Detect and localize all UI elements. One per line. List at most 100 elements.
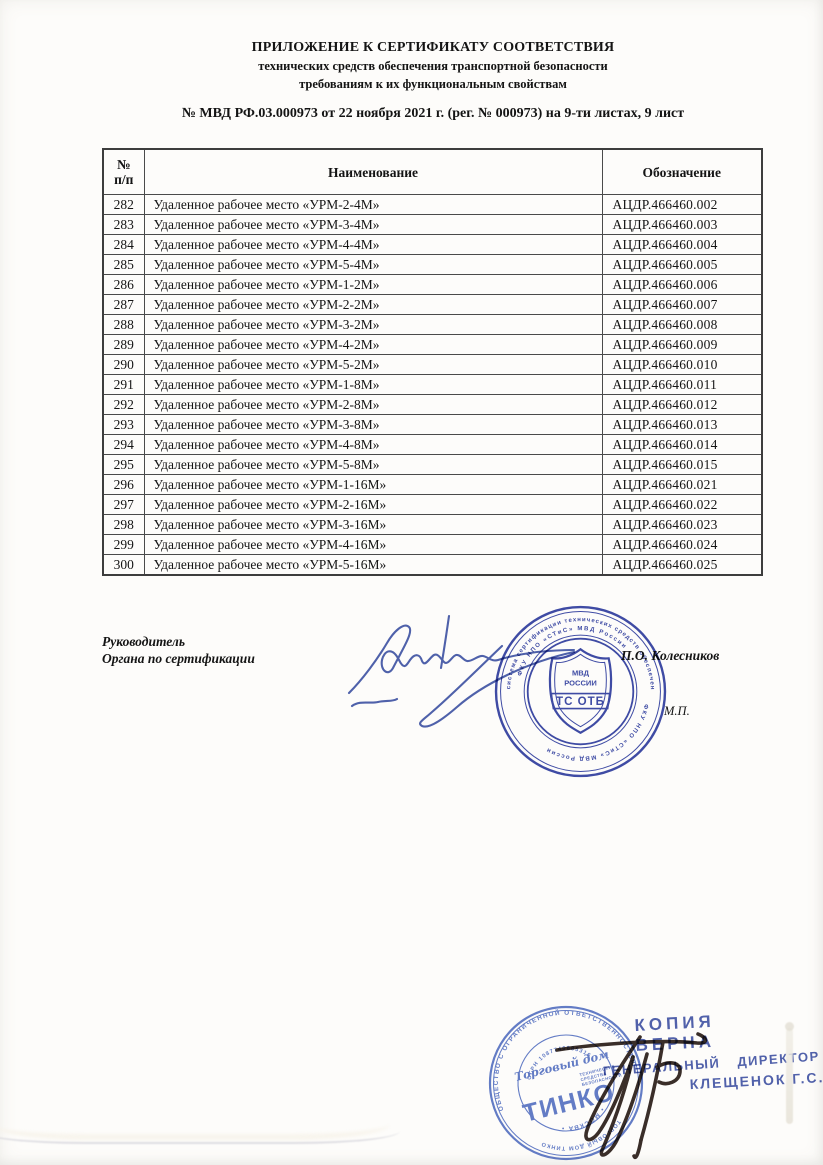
column-header-num-line2: п/п xyxy=(114,172,134,187)
row-designation-cell: АЦДР.466460.004 xyxy=(601,234,763,255)
tinko-logo-sub2: СРЕДСТВА xyxy=(580,1071,607,1082)
certifier-role-label: Руководитель Органа по сертификации xyxy=(102,633,255,667)
row-designation-cell: АЦДР.466460.008 xyxy=(601,314,763,335)
row-designation-cell: АЦДР.466460.023 xyxy=(601,514,763,535)
table-row: 298 Удаленное рабочее место «УРМ-3-16М» … xyxy=(102,514,763,535)
row-designation-cell: АЦДР.466460.021 xyxy=(601,474,763,495)
table-row: 293 Удаленное рабочее место «УРМ-3-8М» А… xyxy=(102,414,763,435)
table-row: 288 Удаленное рабочее место «УРМ-3-2М» А… xyxy=(102,314,763,335)
row-number-cell: 285 xyxy=(102,254,145,275)
row-number-cell: 293 xyxy=(102,414,145,435)
mvd-shield-mid-text: РОССИИ xyxy=(564,678,597,687)
row-designation-cell: АЦДР.466460.005 xyxy=(601,254,763,275)
row-name-cell: Удаленное рабочее место «УРМ-5-2М» xyxy=(143,354,603,375)
row-name-cell: Удаленное рабочее место «УРМ-5-16М» xyxy=(143,554,603,576)
row-designation-cell: АЦДР.466460.003 xyxy=(601,214,763,235)
mvd-shield-icon: МВД РОССИИ ТС ОТБ xyxy=(548,647,613,734)
table-row: 285 Удаленное рабочее место «УРМ-5-4М» А… xyxy=(102,254,763,275)
row-name-cell: Удаленное рабочее место «УРМ-3-16М» xyxy=(143,514,603,535)
table-row: 300 Удаленное рабочее место «УРМ-5-16М» … xyxy=(102,554,763,576)
table-row: 287 Удаленное рабочее место «УРМ-2-2М» А… xyxy=(102,294,763,315)
column-header-num: № п/п xyxy=(102,148,145,195)
row-designation-cell: АЦДР.466460.010 xyxy=(601,354,763,375)
row-number-cell: 286 xyxy=(102,274,145,295)
table-row: 296 Удаленное рабочее место «УРМ-1-16М» … xyxy=(102,474,763,495)
row-number-cell: 284 xyxy=(102,234,145,255)
row-number-cell: 289 xyxy=(102,334,145,355)
table-row: 292 Удаленное рабочее место «УРМ-2-8М» А… xyxy=(102,394,763,415)
table-row: 284 Удаленное рабочее место «УРМ-4-4М» А… xyxy=(102,234,763,255)
row-name-cell: Удаленное рабочее место «УРМ-1-8М» xyxy=(143,374,603,395)
title-line-3: требованиям к их функциональным свойства… xyxy=(299,77,567,91)
handwritten-signature-dark xyxy=(555,1032,708,1159)
row-name-cell: Удаленное рабочее место «УРМ-3-4М» xyxy=(143,214,603,235)
row-number-cell: 294 xyxy=(102,434,145,455)
row-designation-cell: АЦДР.466460.013 xyxy=(601,414,763,435)
table-row: 291 Удаленное рабочее место «УРМ-1-8М» А… xyxy=(102,374,763,395)
row-designation-cell: АЦДР.466460.009 xyxy=(601,334,763,355)
row-number-cell: 283 xyxy=(102,214,145,235)
seal-place-mark: М.П. xyxy=(664,704,690,718)
row-designation-cell: АЦДР.466460.002 xyxy=(601,194,763,215)
handwritten-signature-blue xyxy=(347,614,576,728)
row-designation-cell: АЦДР.466460.006 xyxy=(601,274,763,295)
items-table: № п/п Наименование Обозначение 282 Удален… xyxy=(102,148,763,576)
document-header: ПРИЛОЖЕНИЕ К СЕРТИФИКАТУ СООТВЕТСТВИЯ те… xyxy=(103,40,763,92)
row-number-cell: 295 xyxy=(102,454,145,475)
row-name-cell: Удаленное рабочее место «УРМ-1-16М» xyxy=(143,474,603,495)
column-header-name: Наименование xyxy=(143,148,603,195)
row-name-cell: Удаленное рабочее место «УРМ-2-16М» xyxy=(143,494,603,515)
row-number-cell: 290 xyxy=(102,354,145,375)
row-designation-cell: АЦДР.466460.022 xyxy=(601,494,763,515)
signer-name: П.О. Колесников xyxy=(621,648,720,663)
row-name-cell: Удаленное рабочее место «УРМ-5-8М» xyxy=(143,454,603,475)
row-name-cell: Удаленное рабочее место «УРМ-5-4М» xyxy=(143,254,603,275)
row-number-cell: 296 xyxy=(102,474,145,495)
row-number-cell: 288 xyxy=(102,314,145,335)
table-row: 294 Удаленное рабочее место «УРМ-4-8М» А… xyxy=(102,434,763,455)
table-row: 295 Удаленное рабочее место «УРМ-5-8М» А… xyxy=(102,454,763,475)
role-line-2: Органа по сертификации xyxy=(102,651,255,666)
row-name-cell: Удаленное рабочее место «УРМ-4-16М» xyxy=(143,534,603,555)
row-name-cell: Удаленное рабочее место «УРМ-3-8М» xyxy=(143,414,603,435)
certificate-number-line: № МВД РФ.03.000973 от 22 ноября 2021 г. … xyxy=(181,106,685,121)
row-number-cell: 300 xyxy=(102,554,145,576)
row-name-cell: Удаленное рабочее место «УРМ-3-2М» xyxy=(143,314,603,335)
table-row: 290 Удаленное рабочее место «УРМ-5-2М» А… xyxy=(102,354,763,375)
title-line-1: ПРИЛОЖЕНИЕ К СЕРТИФИКАТУ СООТВЕТСТВИЯ xyxy=(251,40,615,55)
title-line-2: технических средств обеспечения транспор… xyxy=(258,59,608,73)
table-row: 297 Удаленное рабочее место «УРМ-2-16М» … xyxy=(102,494,763,515)
table-row: 282 Удаленное рабочее место «УРМ-2-4М» А… xyxy=(102,194,763,215)
table-header-row: № п/п Наименование Обозначение xyxy=(102,148,763,195)
table-row: 289 Удаленное рабочее место «УРМ-4-2М» А… xyxy=(102,334,763,355)
row-number-cell: 292 xyxy=(102,394,145,415)
row-number-cell: 291 xyxy=(102,374,145,395)
row-designation-cell: АЦДР.466460.025 xyxy=(601,554,763,576)
column-header-designation: Обозначение xyxy=(601,148,763,195)
mvd-shield-band-text: ТС ОТБ xyxy=(556,696,605,708)
row-name-cell: Удаленное рабочее место «УРМ-4-2М» xyxy=(143,334,603,355)
table-row: 283 Удаленное рабочее место «УРМ-3-4М» А… xyxy=(102,214,763,235)
scan-curl-artifact xyxy=(0,1118,400,1144)
row-name-cell: Удаленное рабочее место «УРМ-4-8М» xyxy=(143,434,603,455)
row-number-cell: 297 xyxy=(102,494,145,515)
row-name-cell: Удаленное рабочее место «УРМ-2-4М» xyxy=(143,194,603,215)
column-header-num-line1: № xyxy=(116,157,131,172)
mvd-round-stamp-icon: система сертификации технических средств… xyxy=(492,603,667,778)
table-row: 286 Удаленное рабочее место «УРМ-1-2М» А… xyxy=(102,274,763,295)
scan-strip-artifact xyxy=(786,1028,793,1124)
row-designation-cell: АЦДР.466460.024 xyxy=(601,534,763,555)
row-name-cell: Удаленное рабочее место «УРМ-2-2М» xyxy=(143,294,603,315)
table-row: 299 Удаленное рабочее место «УРМ-4-16М» … xyxy=(102,534,763,555)
row-name-cell: Удаленное рабочее место «УРМ-4-4М» xyxy=(143,234,603,255)
mvd-shield-top-text: МВД xyxy=(572,668,590,677)
row-number-cell: 282 xyxy=(102,194,145,215)
role-line-1: Руководитель xyxy=(102,634,186,649)
table-body: 282 Удаленное рабочее место «УРМ-2-4М» А… xyxy=(102,194,763,576)
row-number-cell: 299 xyxy=(102,534,145,555)
row-number-cell: 287 xyxy=(102,294,145,315)
row-designation-cell: АЦДР.466460.012 xyxy=(601,394,763,415)
row-name-cell: Удаленное рабочее место «УРМ-2-8М» xyxy=(143,394,603,415)
row-designation-cell: АЦДР.466460.011 xyxy=(601,374,763,395)
